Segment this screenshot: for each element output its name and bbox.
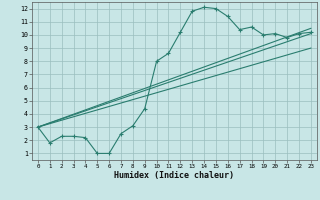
- X-axis label: Humidex (Indice chaleur): Humidex (Indice chaleur): [115, 171, 234, 180]
